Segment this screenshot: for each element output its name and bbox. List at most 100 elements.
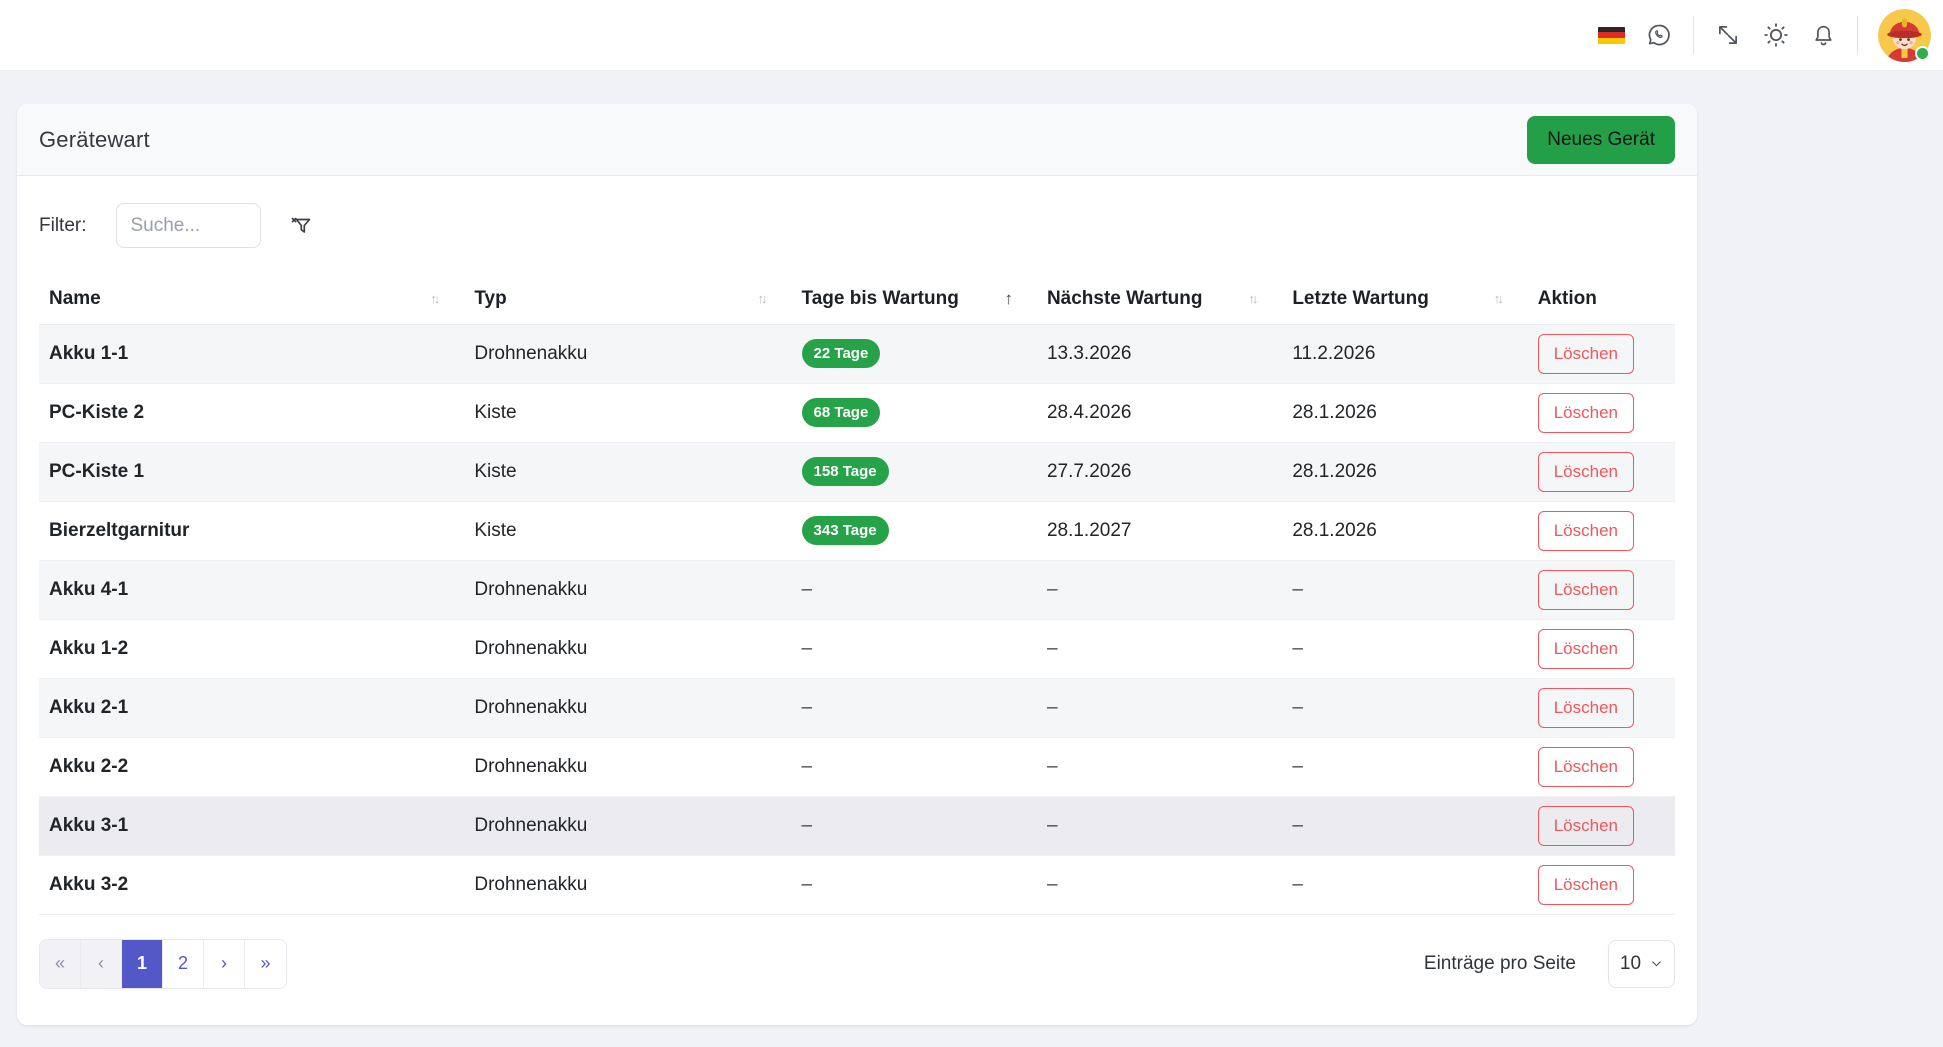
table-row: PC-Kiste 1 Kiste 158 Tage 27.7.2026 28.1.202…	[39, 442, 1675, 501]
card-header: Gerätewart Neues Gerät	[17, 104, 1697, 176]
delete-button[interactable]: Löschen	[1537, 392, 1634, 433]
delete-button[interactable]: Löschen	[1537, 746, 1634, 787]
column-label: Name	[49, 287, 101, 309]
column-header-typ[interactable]: Typ ↑↓	[464, 274, 792, 325]
delete-button[interactable]: Löschen	[1537, 333, 1634, 374]
delete-button[interactable]: Löschen	[1537, 687, 1634, 728]
column-header-name[interactable]: Name ↑↓	[39, 274, 465, 325]
notifications-bell-icon[interactable]	[1811, 23, 1836, 48]
page-2-button[interactable]: 2	[163, 939, 204, 988]
device-type-cell: Drohnenakku	[474, 814, 588, 836]
empty-value: –	[1046, 696, 1058, 718]
empty-value: –	[801, 578, 813, 600]
device-type-cell: Kiste	[474, 460, 517, 482]
delete-button[interactable]: Löschen	[1537, 628, 1634, 669]
device-name-cell: PC-Kiste 1	[49, 460, 145, 482]
devices-table: Name ↑↓ Typ ↑↓ Tage bis Wartung ↑ Nächste Wart…	[39, 274, 1675, 915]
entries-per-page-label: Einträge pro Seite	[1423, 952, 1576, 974]
empty-value: –	[1292, 696, 1303, 718]
next-page-button[interactable]: ›	[204, 939, 245, 988]
days-until-maintenance-cell: 343 Tage	[792, 501, 1037, 560]
delete-button[interactable]: Löschen	[1537, 864, 1634, 905]
action-cell: Löschen	[1528, 442, 1675, 501]
column-label: Nächste Wartung	[1046, 287, 1203, 309]
table-footer: «‹ 1 2 ›» Einträge pro Seite 10	[39, 938, 1675, 989]
entries-per-page-select[interactable]: 10	[1608, 939, 1675, 988]
last-maintenance-cell: –	[1282, 560, 1527, 619]
table-body: Akku 1-1 Drohnenakku 22 Tage 13.3.2026 11.2.…	[39, 324, 1675, 914]
last-page-button[interactable]: »	[245, 939, 286, 988]
table-header-row: Name ↑↓ Typ ↑↓ Tage bis Wartung ↑ Nächste Wart…	[39, 274, 1675, 325]
empty-value: –	[1292, 873, 1303, 895]
filter-label: Filter:	[39, 214, 87, 236]
previous-page-button[interactable]: ‹	[81, 939, 122, 988]
empty-value: –	[801, 755, 813, 777]
empty-value: –	[1046, 755, 1058, 777]
days-until-maintenance-cell: –	[792, 678, 1037, 737]
days-until-maintenance-cell: –	[792, 619, 1037, 678]
column-header-aktion: Aktion	[1527, 274, 1675, 325]
device-name-cell: PC-Kiste 2	[49, 401, 145, 423]
device-name-cell: Akku 4-1	[49, 578, 129, 600]
days-badge: 22 Tage	[801, 339, 881, 368]
device-name-cell: Akku 2-2	[49, 755, 129, 777]
device-name-cell: Bierzeltgarnitur	[49, 519, 190, 541]
next-maintenance-cell: 27.7.2026	[1046, 460, 1132, 482]
action-cell: Löschen	[1528, 737, 1675, 796]
clear-filter-icon[interactable]	[289, 214, 313, 238]
delete-button[interactable]: Löschen	[1537, 510, 1634, 551]
device-type-cell: Drohnenakku	[474, 578, 588, 600]
next-maintenance-cell: –	[1037, 737, 1282, 796]
sort-icon: ↑↓	[1493, 291, 1504, 307]
whatsapp-icon[interactable]	[1646, 22, 1672, 48]
days-until-maintenance-cell: –	[792, 855, 1037, 914]
user-avatar[interactable]	[1878, 8, 1931, 62]
next-maintenance-cell: 28.4.2026	[1046, 401, 1132, 423]
empty-value: –	[801, 873, 813, 895]
empty-value: –	[1046, 637, 1058, 659]
next-maintenance-cell: –	[1037, 619, 1282, 678]
column-header-tage-bis-wartung[interactable]: Tage bis Wartung ↑	[791, 274, 1037, 325]
device-type-cell: Drohnenakku	[474, 755, 588, 777]
action-cell: Löschen	[1528, 560, 1675, 619]
last-maintenance-cell: –	[1282, 619, 1527, 678]
next-maintenance-cell: –	[1037, 855, 1282, 914]
last-maintenance-cell: –	[1282, 678, 1527, 737]
column-header-naechste-wartung[interactable]: Nächste Wartung ↑↓	[1036, 274, 1283, 325]
page-1-button[interactable]: 1	[122, 939, 163, 988]
column-header-letzte-wartung[interactable]: Letzte Wartung ↑↓	[1282, 274, 1528, 325]
sort-icon: ↑↓	[430, 291, 440, 307]
sort-icon: ↑↓	[757, 291, 768, 307]
language-flag-icon[interactable]	[1598, 26, 1625, 44]
days-until-maintenance-cell: 158 Tage	[792, 442, 1037, 501]
action-cell: Löschen	[1528, 678, 1675, 737]
empty-value: –	[801, 814, 813, 836]
topbar-divider	[1693, 16, 1694, 54]
empty-value: –	[801, 696, 813, 718]
device-name-cell: Akku 3-1	[49, 814, 129, 836]
column-label: Aktion	[1537, 287, 1597, 309]
device-name-cell: Akku 1-2	[49, 637, 129, 659]
device-name-cell: Akku 1-1	[49, 342, 129, 364]
new-device-button[interactable]: Neues Gerät	[1527, 115, 1675, 164]
next-maintenance-cell: –	[1037, 678, 1282, 737]
last-maintenance-cell: –	[1282, 737, 1527, 796]
delete-button[interactable]: Löschen	[1537, 805, 1634, 846]
days-badge: 158 Tage	[801, 457, 889, 486]
device-type-cell: Drohnenakku	[474, 342, 588, 364]
light-mode-sun-icon[interactable]	[1762, 21, 1790, 49]
empty-value: –	[1046, 578, 1058, 600]
device-name-cell: Akku 2-1	[49, 696, 129, 718]
first-page-button[interactable]: «	[40, 939, 81, 988]
pagination: «‹ 1 2 ›»	[39, 938, 287, 989]
last-maintenance-cell: 28.1.2026	[1292, 460, 1377, 482]
empty-value: –	[1292, 578, 1303, 600]
action-cell: Löschen	[1528, 855, 1675, 914]
device-type-cell: Drohnenakku	[474, 696, 588, 718]
delete-button[interactable]: Löschen	[1537, 451, 1634, 492]
table-row: Bierzeltgarnitur Kiste 343 Tage 28.1.2027 28…	[39, 501, 1675, 560]
search-input[interactable]	[115, 203, 261, 248]
fullscreen-icon[interactable]	[1715, 22, 1741, 48]
delete-button[interactable]: Löschen	[1537, 569, 1634, 610]
